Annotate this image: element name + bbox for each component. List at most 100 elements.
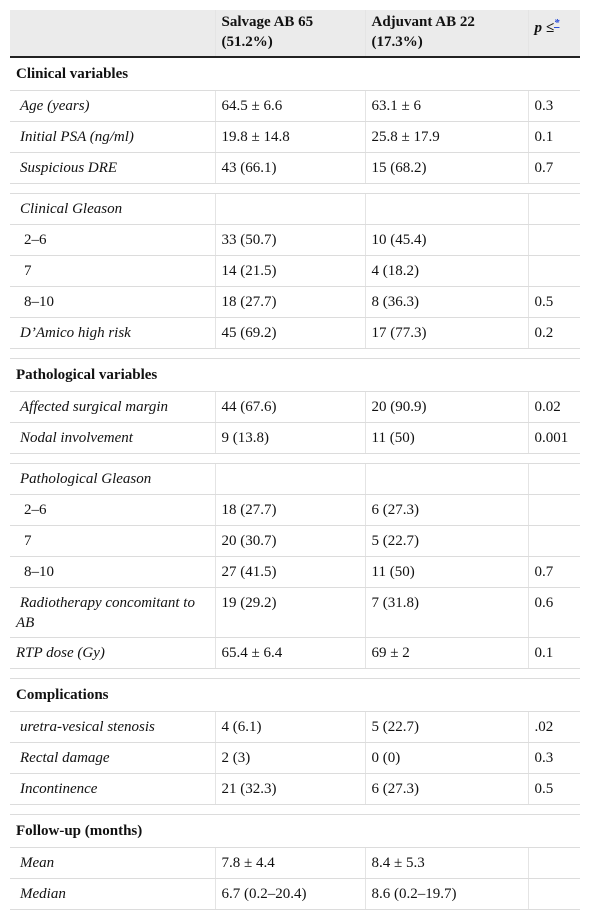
row-label: Rectal damage	[10, 742, 216, 774]
value-cell: 43 (66.1)	[215, 152, 366, 184]
table-row: 7 20 (30.7) 5 (22.7)	[10, 525, 580, 557]
row-label: 7	[10, 525, 216, 557]
value-cell: 0.3	[528, 90, 580, 122]
value-cell: 5 (22.7)	[365, 525, 529, 557]
value-cell: 6.7 (0.2–20.4)	[215, 878, 366, 910]
spacer-cell	[10, 348, 580, 359]
row-label: Suspicious DRE	[10, 152, 216, 184]
row-label: Median	[10, 878, 216, 910]
value-cell	[215, 193, 366, 225]
value-cell	[528, 224, 580, 256]
header-cell	[10, 10, 216, 58]
table-row: Initial PSA (ng/ml) 19.8 ± 14.8 25.8 ± 17.…	[10, 121, 580, 153]
table-row: Median 6.7 (0.2–20.4) 8.6 (0.2–19.7)	[10, 878, 580, 910]
table-row: RTP dose (Gy) 65.4 ± 6.4 69 ± 2 0.1	[10, 637, 580, 669]
value-cell: 0.6	[528, 587, 580, 638]
section-row: Complications	[10, 678, 580, 712]
value-cell	[528, 463, 580, 495]
value-cell: 4 (6.1)	[215, 711, 366, 743]
table-row: Pathological Gleason	[10, 463, 580, 495]
header-text: p ≤	[534, 20, 554, 36]
value-cell: 11 (50)	[365, 556, 529, 588]
value-cell: 0.7	[528, 556, 580, 588]
value-cell: 33 (50.7)	[215, 224, 366, 256]
value-cell	[528, 878, 580, 910]
header-cell: Salvage AB 65 (51.2%)	[215, 10, 366, 58]
value-cell: 0.5	[528, 286, 580, 318]
value-cell: 0.3	[528, 742, 580, 774]
spacer-row	[10, 804, 580, 815]
value-cell	[528, 193, 580, 225]
value-cell: 20 (90.9)	[365, 391, 529, 423]
value-cell	[528, 494, 580, 526]
row-label: uretra-vesical stenosis	[10, 711, 216, 743]
value-cell	[215, 463, 366, 495]
header-text: Salvage AB 65	[221, 14, 314, 30]
value-cell: 0.5	[528, 773, 580, 805]
value-cell: 18 (27.7)	[215, 286, 366, 318]
header-cell: Adjuvant AB 22 (17.3%)	[365, 10, 529, 58]
spacer-cell	[10, 453, 580, 464]
value-cell: 21 (32.3)	[215, 773, 366, 805]
row-label: 2–6	[10, 494, 216, 526]
spacer-row	[10, 183, 580, 194]
header-text: (51.2%)	[221, 34, 273, 50]
table-row: 8–10 27 (41.5) 11 (50) 0.7	[10, 556, 580, 588]
value-cell: 6 (27.3)	[365, 773, 529, 805]
section-row: Clinical variables	[10, 57, 580, 91]
table-row: Mean 7.8 ± 4.4 8.4 ± 5.3	[10, 847, 580, 879]
table-row: Radiotherapy concomitant to AB 19 (29.2) 7…	[10, 587, 580, 638]
table-row: Affected surgical margin 44 (67.6) 20 (90.…	[10, 391, 580, 423]
value-cell: 45 (69.2)	[215, 317, 366, 349]
section-row: Pathological variables	[10, 358, 580, 392]
value-cell: 5 (22.7)	[365, 711, 529, 743]
table-row: uretra-vesical stenosis 4 (6.1) 5 (22.7) .0…	[10, 711, 580, 743]
value-cell: 19 (29.2)	[215, 587, 366, 638]
row-label: Initial PSA (ng/ml)	[10, 121, 216, 153]
value-cell: 19.8 ± 14.8	[215, 121, 366, 153]
value-cell: 7.8 ± 4.4	[215, 847, 366, 879]
value-cell: 8.6 (0.2–19.7)	[365, 878, 529, 910]
value-cell: 69 ± 2	[365, 637, 529, 669]
row-label: 7	[10, 255, 216, 287]
value-cell: 0.02	[528, 391, 580, 423]
table-row: Nodal involvement 9 (13.8) 11 (50) 0.001	[10, 422, 580, 454]
value-cell: 6 (27.3)	[365, 494, 529, 526]
value-cell: 9 (13.8)	[215, 422, 366, 454]
row-label: Pathological Gleason	[10, 463, 216, 495]
row-label: D’Amico high risk	[10, 317, 216, 349]
spacer-row	[10, 348, 580, 359]
table-row: 7 14 (21.5) 4 (18.2)	[10, 255, 580, 287]
value-cell: 0.7	[528, 152, 580, 184]
spacer-cell	[10, 668, 580, 679]
value-cell: 8.4 ± 5.3	[365, 847, 529, 879]
row-label: RTP dose (Gy)	[10, 637, 216, 669]
value-cell	[528, 525, 580, 557]
table-row: 2–6 18 (27.7) 6 (27.3)	[10, 494, 580, 526]
value-cell: 0.1	[528, 637, 580, 669]
footnote-link[interactable]: *	[553, 17, 560, 29]
value-cell: .02	[528, 711, 580, 743]
table-row: 8–10 18 (27.7) 8 (36.3) 0.5	[10, 286, 580, 318]
header-cell: p ≤*	[528, 10, 580, 58]
value-cell: 10 (45.4)	[365, 224, 529, 256]
value-cell: 0 (0)	[365, 742, 529, 774]
section-title: Complications	[10, 678, 580, 712]
value-cell: 2 (3)	[215, 742, 366, 774]
table-row: 2–6 33 (50.7) 10 (45.4)	[10, 224, 580, 256]
table-row: Clinical Gleason	[10, 193, 580, 225]
table-row: Age (years) 64.5 ± 6.6 63.1 ± 6 0.3	[10, 90, 580, 122]
spacer-cell	[10, 183, 580, 194]
section-title: Clinical variables	[10, 57, 580, 91]
value-cell: 0.001	[528, 422, 580, 454]
row-label: Mean	[10, 847, 216, 879]
spacer-row	[10, 453, 580, 464]
table-wrap: Salvage AB 65 (51.2%) Adjuvant AB 22 (17.3%…	[10, 10, 580, 910]
table-row: Rectal damage 2 (3) 0 (0) 0.3	[10, 742, 580, 774]
table-row: Incontinence 21 (32.3) 6 (27.3) 0.5	[10, 773, 580, 805]
value-cell	[528, 255, 580, 287]
spacer-cell	[10, 804, 580, 815]
value-cell: 63.1 ± 6	[365, 90, 529, 122]
row-label: Affected surgical margin	[10, 391, 216, 423]
row-label: Radiotherapy concomitant to AB	[10, 587, 216, 638]
